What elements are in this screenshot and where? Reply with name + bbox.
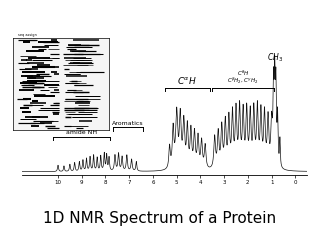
Text: $C^{\alpha}H$: $C^{\alpha}H$ (177, 75, 197, 86)
Text: seq assign: seq assign (18, 34, 36, 37)
Text: $CH_3$: $CH_3$ (267, 52, 283, 64)
Text: $C^{\beta}H_2,C^{\gamma}H_2$: $C^{\beta}H_2,C^{\gamma}H_2$ (228, 76, 259, 86)
Text: amide NH: amide NH (66, 130, 97, 135)
Text: Aromatics: Aromatics (112, 120, 144, 126)
Text: 1D NMR Spectrum of a Protein: 1D NMR Spectrum of a Protein (44, 211, 276, 226)
Text: $C^{\delta}H$: $C^{\delta}H$ (237, 68, 250, 78)
